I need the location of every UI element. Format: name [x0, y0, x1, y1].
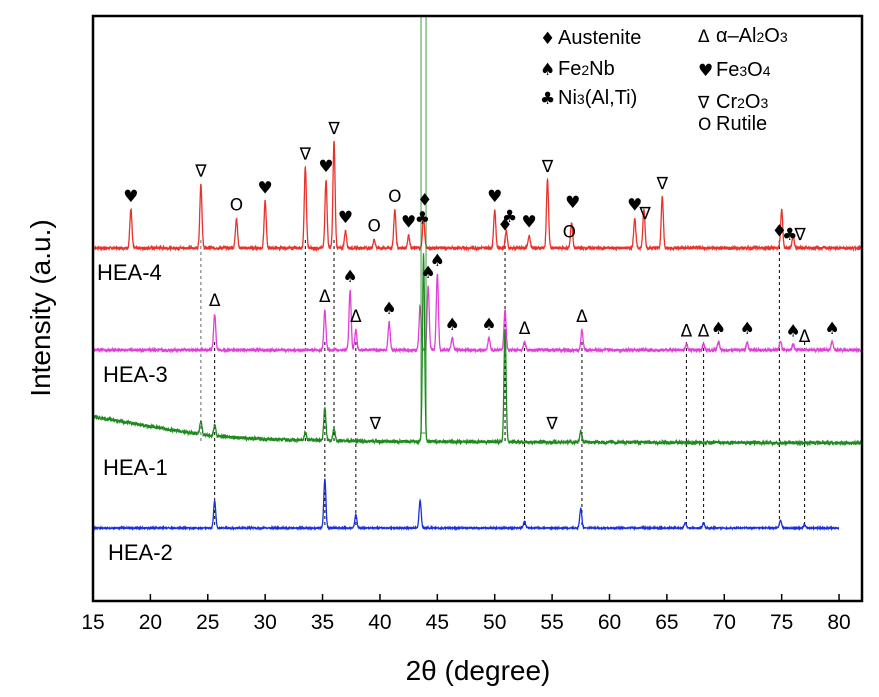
phase-marker-44: ∇ — [369, 414, 382, 434]
phase-marker-39: ♠ — [711, 319, 726, 339]
trace-label-hea-3: HEA-3 — [103, 362, 168, 387]
trace-hea-1 — [92, 253, 863, 447]
phase-marker-43: ♠ — [825, 319, 840, 339]
x-tick-label-45: 45 — [426, 611, 449, 634]
legend-symbol-0: ♦ — [540, 29, 555, 49]
x-tick-label-40: 40 — [368, 611, 391, 634]
phase-marker-2: O — [230, 195, 243, 215]
phase-marker-4: ∇ — [299, 144, 312, 164]
phase-marker-42: Δ — [799, 327, 811, 347]
phase-marker-38: Δ — [698, 321, 710, 341]
x-tick-label-15: 15 — [81, 611, 104, 634]
phase-marker-26: Δ — [209, 291, 221, 311]
reference-dashed-lines — [200, 240, 806, 528]
phase-marker-31: ♠ — [421, 263, 436, 283]
phase-marker-5: ♥ — [318, 157, 333, 177]
phase-marker-29: Δ — [350, 307, 362, 327]
phase-marker-7: ♥ — [338, 208, 353, 228]
phase-marker-34: ♠ — [481, 315, 496, 335]
legend-label-2: Fe2Nb — [558, 58, 615, 80]
x-tick-label-65: 65 — [655, 611, 678, 634]
trace-hea-2 — [92, 478, 840, 532]
phase-marker-1: ∇ — [194, 161, 207, 181]
phase-marker-13: ♥ — [487, 187, 502, 207]
legend-symbol-6: O — [698, 115, 711, 135]
phase-marker-22: ∇ — [656, 174, 669, 194]
phase-marker-17: ∇ — [541, 157, 554, 177]
trace-label-hea-2: HEA-2 — [108, 540, 173, 565]
phase-marker-41: ♠ — [786, 321, 801, 341]
phase-marker-19: ♥ — [565, 193, 580, 213]
phase-marker-33: ♠ — [445, 315, 460, 335]
legend-symbol-2: ♠ — [540, 60, 555, 80]
x-tick-label-20: 20 — [139, 611, 162, 634]
phase-marker-3: ♥ — [258, 178, 273, 198]
trace-label-hea-1: HEA-1 — [103, 455, 168, 480]
x-tick-label-25: 25 — [196, 611, 219, 634]
x-tick-label-80: 80 — [827, 611, 850, 634]
x-tick-label-30: 30 — [253, 611, 276, 634]
x-axis-title: 2θ (degree) — [406, 655, 551, 686]
phase-marker-9: O — [388, 187, 401, 207]
x-tick-label-60: 60 — [598, 611, 621, 634]
phase-marker-21: ∇ — [638, 204, 651, 224]
trace-labels: HEA-4 HEA-3 HEA-1 HEA-2 — [97, 260, 173, 565]
phase-marker-40: ♠ — [740, 319, 755, 339]
phase-marker-25: ∇ — [793, 225, 806, 245]
phase-marker-0: ♥ — [123, 187, 138, 207]
phase-marker-24: ♣ — [782, 225, 797, 245]
phase-marker-6: ∇ — [327, 119, 340, 139]
y-axis-title: Intensity (a.u.) — [25, 219, 56, 396]
legend-symbol-4: ♣ — [540, 89, 555, 109]
legend-symbol-3: ♥ — [698, 61, 713, 81]
legend-label-0: Austenite — [558, 27, 641, 49]
legend-label-3: Fe3O4 — [716, 59, 771, 81]
phase-marker-23: ♦ — [772, 221, 787, 241]
trace-hea-4 — [92, 140, 863, 252]
phase-marker-28: ♠ — [342, 267, 357, 287]
x-tick-label-75: 75 — [770, 611, 793, 634]
legend-symbol-1: Δ — [698, 27, 710, 47]
phase-marker-8: O — [368, 217, 381, 237]
phase-marker-32: ♠ — [430, 251, 445, 271]
phase-marker-18: O — [563, 223, 576, 243]
phase-markers: ♥∇O♥∇♥∇♥ OO♥♣♦ ♥♦♣ ♥∇O♥ ♥∇∇♦♣∇Δ Δ♠Δ ♠♠♠♠ ♠ ΔΔΔ Δ ♠… — [123, 119, 840, 434]
phase-marker-30: ♠ — [381, 299, 396, 319]
trace-label-hea-4: HEA-4 — [97, 260, 162, 285]
phase-marker-14: ♦ — [497, 216, 512, 236]
phase-marker-11: ♣ — [415, 209, 430, 229]
plot-frame — [91, 14, 864, 603]
legend-label-5: Cr2O3 — [716, 91, 768, 113]
legend-label-6: Rutile — [716, 113, 767, 135]
phase-marker-12: ♦ — [417, 191, 432, 211]
phase-marker-10: ♥ — [401, 212, 416, 232]
x-tick-label-35: 35 — [311, 611, 334, 634]
legend-label-1: α–Al2O3 — [716, 25, 788, 47]
x-tick-label-55: 55 — [540, 611, 563, 634]
phase-marker-15: ♣ — [502, 207, 517, 227]
legend-symbol-5: ∇ — [697, 93, 710, 113]
trace-hea-3 — [92, 273, 863, 354]
x-axis-ticks: 15 20 25 30 35 40 45 50 55 60 65 70 75 80 — [81, 594, 851, 634]
phase-marker-27: Δ — [319, 287, 331, 307]
phase-marker-36: Δ — [576, 307, 588, 327]
phase-marker-35: Δ — [519, 319, 531, 339]
legend-label-4: Ni3(Al,Ti) — [558, 87, 637, 109]
x-tick-label-70: 70 — [713, 611, 736, 634]
phase-marker-20: ♥ — [627, 195, 642, 215]
x-tick-label-50: 50 — [483, 611, 506, 634]
phase-marker-45: ∇ — [545, 414, 558, 434]
phase-marker-37: Δ — [681, 321, 693, 341]
phase-marker-16: ♥ — [522, 212, 537, 232]
